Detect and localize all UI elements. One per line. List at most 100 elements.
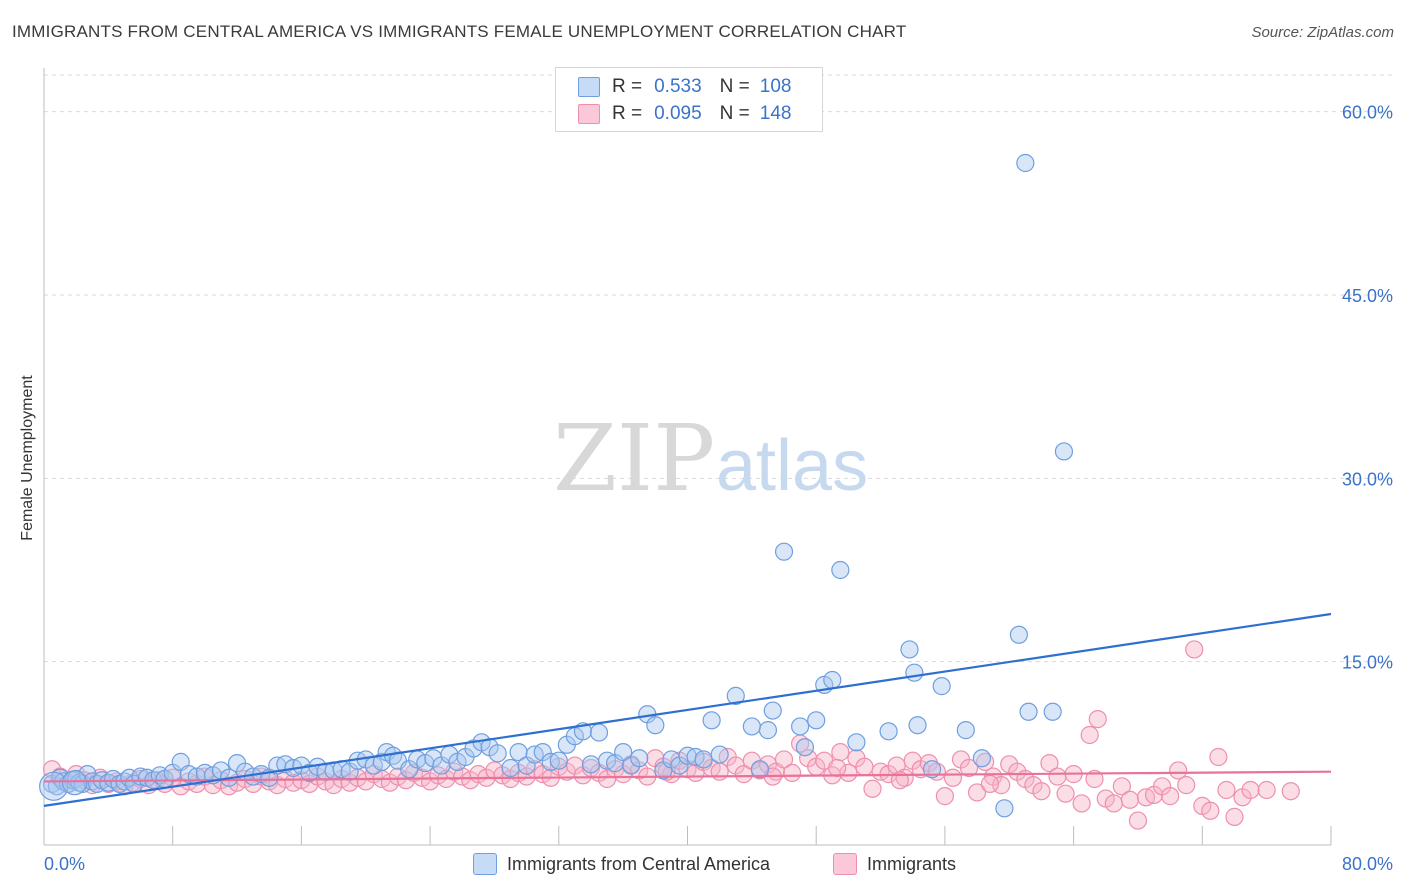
point-central-america	[795, 738, 815, 757]
point-immigrants	[927, 762, 946, 781]
legend-swatch-pink	[833, 853, 857, 875]
point-immigrants	[1209, 747, 1228, 767]
point-immigrants	[1185, 640, 1204, 659]
point-immigrants	[895, 768, 914, 787]
point-central-america	[589, 723, 609, 742]
point-central-america	[549, 751, 568, 770]
point-immigrants	[1104, 794, 1123, 813]
point-immigrants	[1048, 767, 1067, 786]
point-central-america	[1054, 442, 1074, 461]
point-immigrants	[1177, 776, 1196, 795]
point-immigrants	[1281, 782, 1300, 801]
point-central-america	[823, 670, 842, 690]
y-tick-label: 45.0%	[1342, 286, 1393, 306]
point-central-america	[972, 749, 992, 768]
watermark-zip: ZIP	[553, 405, 715, 512]
point-central-america	[750, 760, 769, 779]
point-central-america	[922, 760, 942, 779]
point-immigrants	[943, 768, 963, 787]
point-central-america	[646, 716, 665, 735]
legend-label: Immigrants from Central America	[507, 853, 771, 874]
point-central-america	[758, 721, 778, 740]
point-central-america	[501, 758, 520, 778]
point-central-america	[726, 686, 745, 705]
point-central-america	[995, 799, 1014, 818]
point-central-america	[1043, 702, 1062, 721]
point-central-america	[831, 560, 850, 580]
point-immigrants	[935, 787, 955, 806]
point-immigrants	[1169, 761, 1188, 780]
point-immigrants	[1056, 784, 1075, 803]
legend-row-central-america: R = 0.533 N = 108	[578, 75, 791, 99]
point-immigrants	[831, 743, 850, 762]
chart-title: IMMIGRANTS FROM CENTRAL AMERICA VS IMMIG…	[12, 22, 907, 41]
point-central-america	[900, 640, 919, 659]
r-value: 0.095	[654, 103, 702, 124]
point-immigrants	[1080, 725, 1099, 745]
point-immigrants	[980, 774, 1000, 793]
point-central-america	[372, 752, 391, 771]
point-central-america	[1009, 625, 1029, 644]
n-value: 148	[759, 103, 792, 124]
point-immigrants	[855, 757, 874, 776]
trend-line-central-america	[43, 612, 1332, 807]
point-central-america	[763, 701, 782, 720]
point-immigrants	[1217, 780, 1236, 800]
series-central-america	[39, 153, 1074, 818]
point-immigrants	[1241, 780, 1260, 800]
r-value: 0.533	[654, 76, 702, 97]
point-central-america	[791, 717, 810, 736]
n-label: N =	[719, 76, 750, 97]
point-immigrants	[1128, 811, 1148, 830]
axis-layer	[43, 68, 1332, 846]
point-immigrants	[1040, 754, 1059, 773]
point-immigrants	[1072, 794, 1091, 813]
point-immigrants	[959, 758, 979, 778]
point-central-america	[905, 663, 924, 682]
y-tick-label: 60.0%	[1342, 103, 1393, 123]
correlation-legend: R = 0.533 N = 108 R = 0.095 N = 148	[555, 67, 823, 132]
point-immigrants	[839, 763, 858, 782]
point-immigrants	[1201, 801, 1220, 820]
point-central-america	[630, 749, 649, 768]
point-central-america	[1016, 153, 1035, 173]
legend-label: Immigrants	[867, 853, 957, 874]
point-immigrants	[1225, 807, 1244, 826]
point-immigrants	[1085, 769, 1104, 789]
legend-row-immigrants: R = 0.095 N = 148	[578, 102, 791, 126]
trend-lines	[43, 612, 1332, 807]
n-label: N =	[719, 103, 750, 124]
point-immigrants	[774, 750, 794, 769]
tick-labels: 15.0% 30.0% 45.0% 60.0% 0.0% 80.0%	[44, 103, 1393, 874]
legend-swatch-pink	[578, 104, 600, 124]
point-immigrants	[828, 758, 847, 778]
y-tick-label: 30.0%	[1342, 469, 1393, 489]
point-central-america-cluster	[39, 771, 69, 801]
trend-line-immigrants	[43, 770, 1332, 783]
point-central-america	[694, 750, 713, 769]
point-central-america	[774, 542, 794, 561]
y-tick-label: 15.0%	[1342, 653, 1393, 673]
legend-swatch-blue	[578, 77, 600, 97]
point-central-america	[879, 722, 898, 741]
point-central-america	[847, 733, 866, 752]
point-central-america	[702, 711, 721, 730]
r-label: R =	[612, 103, 643, 124]
x-tick-label-min: 0.0%	[44, 854, 85, 874]
point-central-america	[614, 743, 633, 762]
point-central-america-cluster	[61, 770, 88, 796]
legend-item-immigrants: Immigrants	[833, 851, 956, 877]
point-central-america	[908, 716, 927, 735]
legend-item-central-america: Immigrants from Central America	[473, 851, 770, 877]
series-immigrants	[42, 640, 1300, 830]
point-central-america	[742, 717, 761, 736]
point-immigrants	[1257, 780, 1276, 800]
point-central-america	[710, 745, 729, 764]
point-immigrants	[1161, 787, 1180, 806]
point-immigrants	[1112, 777, 1131, 796]
point-immigrants	[863, 779, 882, 798]
legend-swatch-blue	[473, 853, 497, 875]
x-tick-label-max: 80.0%	[1342, 854, 1393, 874]
point-immigrants	[1120, 790, 1140, 809]
